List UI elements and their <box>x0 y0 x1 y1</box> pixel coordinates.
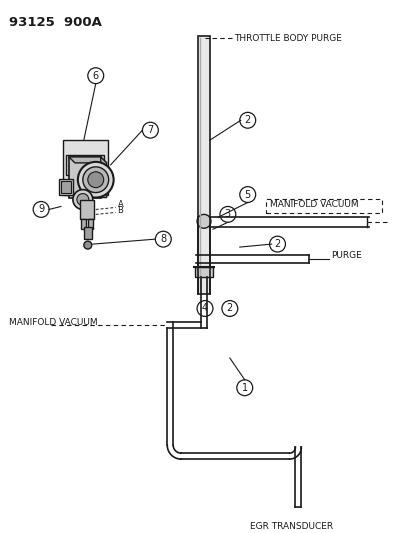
Bar <box>80 199 93 220</box>
Text: 7: 7 <box>147 125 153 135</box>
Bar <box>66 155 103 175</box>
Polygon shape <box>69 157 107 163</box>
Text: 4: 4 <box>202 303 208 313</box>
Circle shape <box>33 201 49 217</box>
Circle shape <box>239 187 255 203</box>
Text: 93125  900A: 93125 900A <box>9 16 102 29</box>
Circle shape <box>78 162 113 198</box>
Text: 6: 6 <box>93 71 99 80</box>
Circle shape <box>221 301 237 317</box>
Text: MANIFOLD VACUUM: MANIFOLD VACUUM <box>9 318 98 327</box>
Circle shape <box>197 214 211 228</box>
Text: THROTTLE BODY PURGE: THROTTLE BODY PURGE <box>233 34 341 43</box>
Text: 2: 2 <box>244 115 250 125</box>
Text: A: A <box>117 200 123 209</box>
Circle shape <box>83 167 108 192</box>
Bar <box>59 179 73 195</box>
Text: 8: 8 <box>160 234 166 244</box>
Circle shape <box>142 122 158 138</box>
Text: PURGE: PURGE <box>330 252 361 261</box>
Circle shape <box>239 112 255 128</box>
Circle shape <box>83 241 92 249</box>
Bar <box>195 267 212 277</box>
Circle shape <box>155 231 171 247</box>
Circle shape <box>88 68 103 84</box>
Circle shape <box>236 380 252 395</box>
Text: 9: 9 <box>38 205 44 214</box>
Text: 1: 1 <box>241 383 247 393</box>
Text: 3: 3 <box>224 209 230 220</box>
Circle shape <box>269 236 285 252</box>
Circle shape <box>73 190 93 209</box>
FancyBboxPatch shape <box>63 140 107 195</box>
Circle shape <box>88 172 103 188</box>
Bar <box>61 181 71 192</box>
Text: EGR TRANSDUCER: EGR TRANSDUCER <box>249 522 332 531</box>
Bar <box>88 220 93 229</box>
Text: B: B <box>117 206 123 215</box>
Bar <box>69 156 100 198</box>
Polygon shape <box>100 157 107 198</box>
Bar <box>199 37 209 293</box>
Circle shape <box>219 206 235 222</box>
Text: MANIFOLD VACUUM: MANIFOLD VACUUM <box>269 200 357 209</box>
Text: 2: 2 <box>226 303 233 313</box>
Bar <box>83 227 92 239</box>
Bar <box>81 220 85 229</box>
Text: 2: 2 <box>274 239 280 249</box>
Bar <box>197 36 209 294</box>
Circle shape <box>77 193 88 205</box>
Circle shape <box>197 301 212 317</box>
Text: 5: 5 <box>244 190 250 199</box>
